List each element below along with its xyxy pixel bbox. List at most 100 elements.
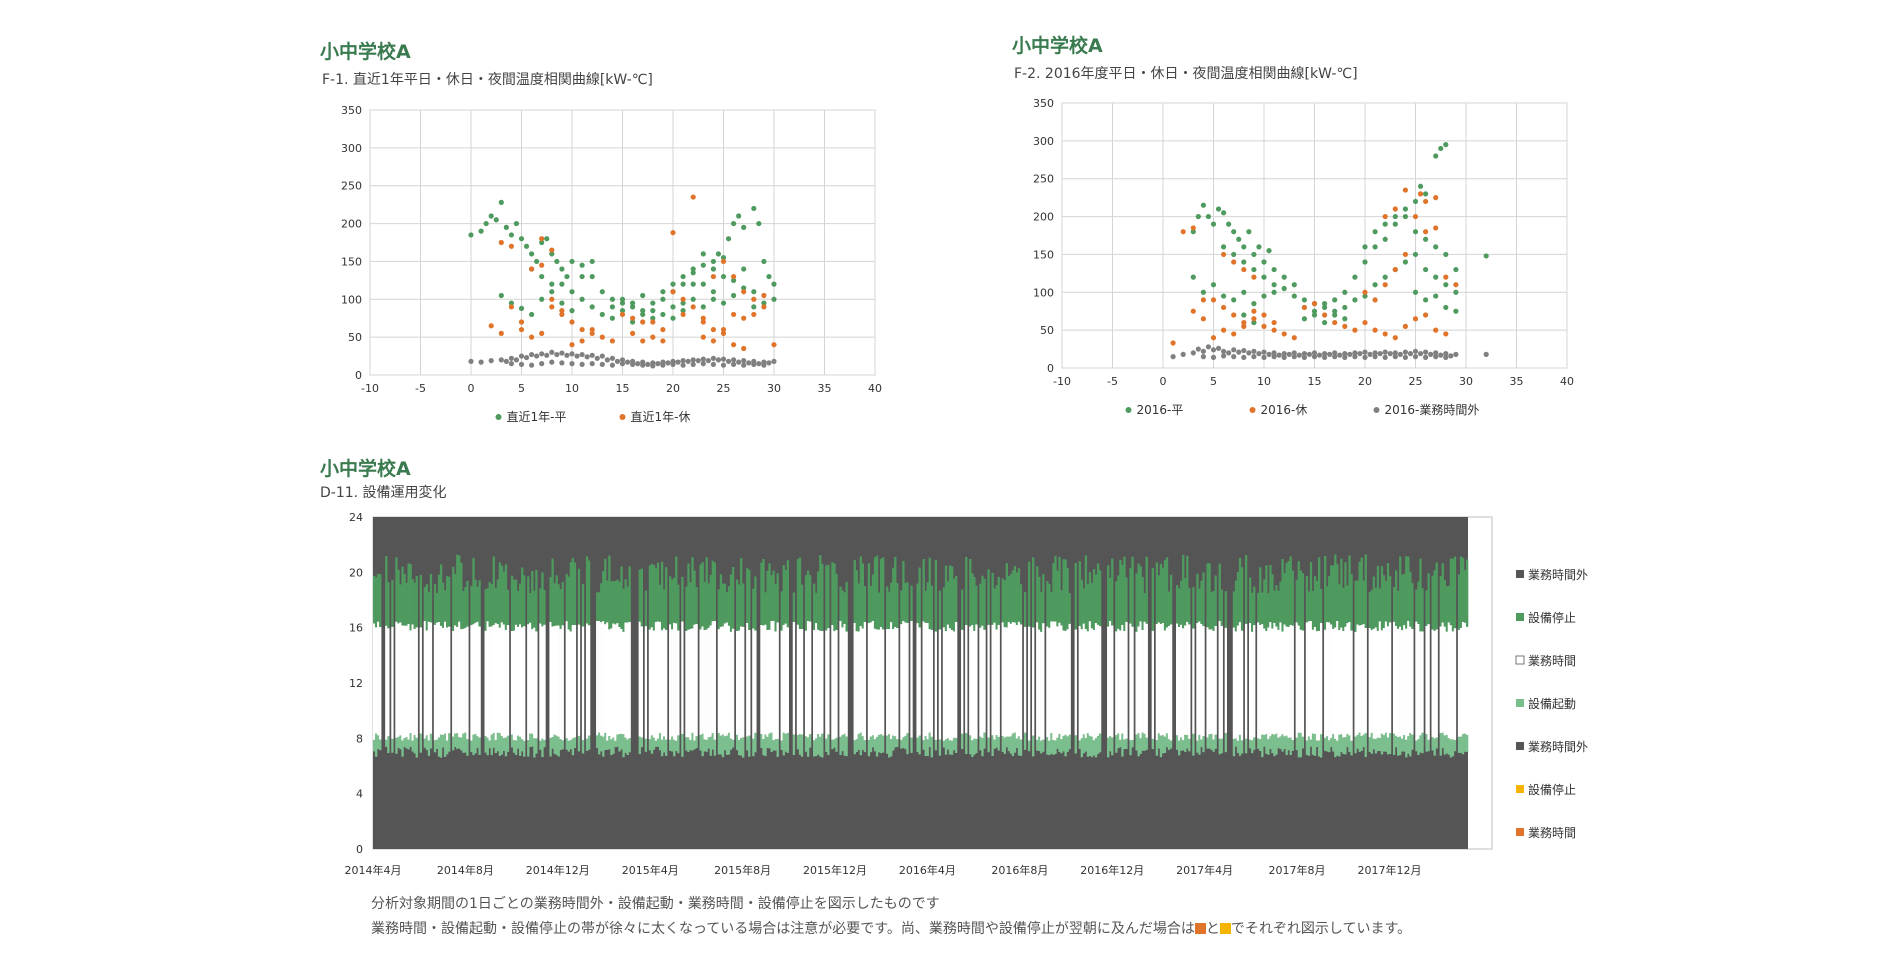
data-point — [741, 289, 747, 295]
bar-startup — [1236, 740, 1240, 753]
data-point — [488, 323, 494, 329]
bar-startup — [742, 737, 745, 758]
bar-work-hours — [521, 627, 524, 740]
data-point — [700, 319, 706, 325]
bar-stop — [1447, 585, 1451, 623]
data-point — [1322, 312, 1328, 318]
bar-stop — [689, 582, 692, 629]
data-point — [1423, 198, 1429, 205]
bar-stop — [782, 565, 785, 625]
bar-startup — [944, 739, 948, 755]
bar-startup — [1328, 740, 1331, 753]
bar-stop — [1224, 591, 1227, 628]
data-point — [539, 361, 545, 367]
data-point — [1412, 251, 1419, 258]
bar-startup — [950, 740, 954, 755]
bar-work-hours — [373, 623, 376, 740]
bar-work-hours — [1040, 631, 1043, 741]
bar-work-hours — [1411, 628, 1414, 735]
data-point — [1392, 266, 1398, 273]
bar-work-hours — [462, 628, 465, 734]
x-tick-label: 20 — [666, 382, 680, 395]
bar-stop — [973, 576, 976, 631]
data-point — [1417, 351, 1424, 357]
bar-startup — [474, 733, 477, 754]
bar-startup — [892, 735, 895, 751]
bar-work-hours — [458, 621, 461, 738]
bar-startup — [1439, 732, 1442, 756]
bar-startup — [1326, 736, 1329, 752]
bar-stop — [735, 579, 739, 631]
bar-stop — [409, 564, 412, 631]
bar-startup — [498, 733, 502, 756]
bar-stop — [1334, 554, 1337, 628]
bar-startup — [979, 736, 982, 751]
bar-work-hours — [1084, 628, 1088, 738]
bar-startup — [1295, 737, 1298, 751]
bar-startup — [1309, 739, 1313, 747]
bar-startup — [1317, 740, 1321, 757]
bar-stop — [934, 559, 938, 632]
bar-stop — [596, 592, 599, 621]
bar-startup — [581, 740, 585, 754]
bar-startup — [429, 733, 433, 749]
bar-stop — [1238, 557, 1242, 623]
bar-work-hours — [1287, 627, 1290, 738]
bar-startup — [387, 736, 390, 754]
bar-stop — [1015, 572, 1019, 625]
data-point — [1423, 229, 1429, 235]
bar-work-hours — [1151, 630, 1154, 739]
data-point — [493, 217, 499, 223]
data-point — [660, 362, 666, 368]
bar-stop — [628, 566, 631, 622]
bar-stop — [555, 575, 558, 626]
data-point — [1382, 274, 1388, 280]
bar-startup — [867, 739, 871, 757]
bar-stop — [427, 592, 431, 622]
data-point — [1362, 354, 1368, 360]
data-point — [680, 358, 686, 364]
bar-startup — [1370, 732, 1373, 754]
data-point — [604, 357, 610, 363]
bar-work-hours — [890, 622, 893, 739]
bar-startup — [1372, 738, 1376, 750]
bar-startup — [502, 738, 506, 751]
bar-startup — [541, 738, 544, 758]
bar-work-hours — [1125, 621, 1128, 739]
data-point — [751, 311, 757, 318]
bar-startup — [1415, 740, 1418, 752]
bar-work-hours — [1382, 627, 1386, 736]
bar-startup — [1461, 734, 1465, 755]
data-point — [650, 300, 656, 306]
bar-startup — [792, 734, 796, 755]
bar-stop — [833, 563, 836, 632]
bar-stop — [806, 570, 810, 621]
data-point — [579, 262, 585, 268]
data-point — [771, 342, 777, 348]
data-point — [710, 273, 716, 280]
data-point — [1251, 319, 1257, 326]
bar-startup — [490, 734, 493, 756]
bar-stop — [1427, 573, 1430, 625]
bar-startup — [496, 732, 500, 752]
bar-work-hours — [861, 628, 865, 737]
bar-stop — [1297, 561, 1300, 626]
bar-stop — [1435, 562, 1438, 630]
bar-startup — [1074, 735, 1077, 754]
bar-stop — [1066, 567, 1069, 630]
bar-startup — [519, 736, 522, 756]
bar-work-hours — [1003, 627, 1006, 738]
bar-startup — [626, 739, 629, 756]
bar-startup — [1291, 740, 1294, 751]
bar-work-hours — [944, 631, 948, 740]
bar-stop — [1340, 558, 1343, 628]
data-point — [720, 362, 727, 368]
bar-startup — [833, 739, 836, 748]
x-tick-label: 15 — [1308, 375, 1322, 388]
bar-startup — [644, 738, 648, 752]
bar-startup — [1273, 734, 1276, 757]
bar-work-hours — [441, 627, 445, 735]
bar-work-hours — [839, 620, 842, 737]
bar-work-hours — [1109, 620, 1112, 737]
bar-startup — [1096, 735, 1100, 754]
